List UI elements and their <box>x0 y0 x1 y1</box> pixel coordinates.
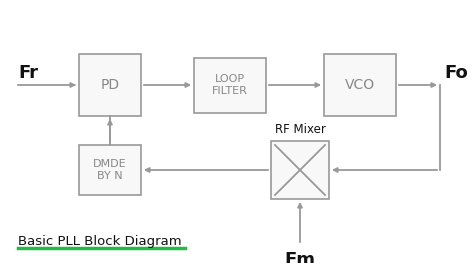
Bar <box>271 141 329 199</box>
Bar <box>79 54 141 116</box>
Text: Basic PLL Block Diagram: Basic PLL Block Diagram <box>18 235 182 248</box>
Text: Fm: Fm <box>284 251 316 263</box>
Text: DMDE
BY N: DMDE BY N <box>93 159 127 181</box>
Text: RF Mixer: RF Mixer <box>274 123 326 136</box>
Text: VCO: VCO <box>345 78 375 92</box>
Text: LOOP
FILTER: LOOP FILTER <box>212 74 248 96</box>
Bar <box>79 145 141 195</box>
Bar <box>324 54 396 116</box>
Text: PD: PD <box>100 78 119 92</box>
Bar <box>194 58 266 113</box>
Text: Fo: Fo <box>444 64 468 82</box>
Text: Fr: Fr <box>18 64 38 82</box>
